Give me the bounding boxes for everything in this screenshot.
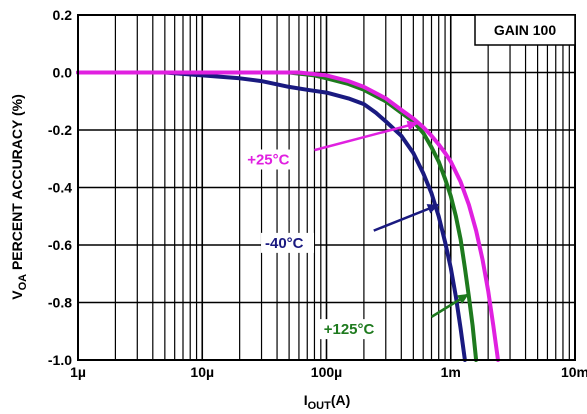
x-tick-label: 1m	[441, 364, 461, 380]
y-tick-label: -0.8	[48, 295, 72, 311]
gain-label-box: GAIN 100	[474, 14, 576, 46]
gain-label: GAIN 100	[494, 22, 556, 38]
annotation-arrow-head	[406, 120, 419, 131]
x-axis-title: IOUT(A)	[304, 392, 351, 412]
gain-box	[474, 14, 576, 46]
y-tick-label: 0.2	[53, 7, 73, 23]
x-tick-label: 1µ	[70, 364, 86, 380]
y-tick-label: -0.2	[48, 122, 72, 138]
annotation-arrow-line	[373, 203, 440, 232]
series-curves	[76, 70, 500, 362]
y-tick-label: 0.0	[53, 65, 73, 81]
grid-lines	[77, 14, 575, 361]
plot-frame	[77, 14, 576, 361]
annotation-label: -40°C	[265, 235, 304, 252]
annotation-label-bg	[319, 319, 382, 340]
annotation-arrow-head	[456, 293, 469, 304]
series-annotations: +25°C -40°C +125°C	[243, 120, 470, 340]
y-tick-label: -0.6	[48, 237, 72, 253]
annotation-label: +25°C	[247, 152, 289, 169]
annotation-arrow-line	[314, 121, 419, 152]
x-tick-label: 10m	[561, 364, 587, 380]
tick-labels: 0.2 0.0 -0.2 -0.4 -0.6 -0.8 -1.01µ 10µ 100µ 1m 10m	[48, 7, 587, 380]
annotation-label-bg	[261, 232, 315, 253]
x-tick-label: 10µ	[190, 364, 214, 380]
annotation-label-bg	[243, 149, 297, 170]
annotation-arrow-head	[426, 204, 439, 214]
y-tick-label: -0.4	[48, 180, 72, 196]
y-axis-title: VOA PERCENT ACCURACY (%)	[9, 94, 29, 300]
y-tick-label: -1.0	[48, 352, 72, 368]
series-line-25c	[76, 70, 500, 362]
series-line-40c	[76, 70, 467, 362]
x-tick-label: 100µ	[311, 364, 342, 380]
annotation-label: +125°C	[324, 321, 375, 338]
